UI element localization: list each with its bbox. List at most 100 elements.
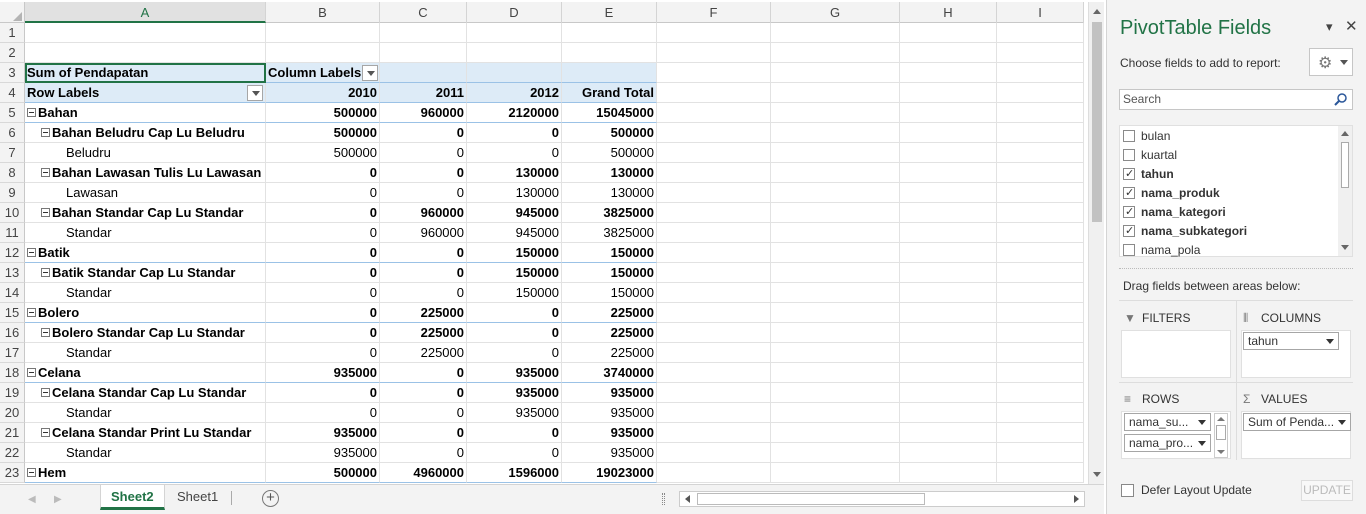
pivot-value-cell[interactable]: 0 — [467, 323, 562, 343]
cell[interactable] — [900, 223, 997, 243]
cell[interactable] — [771, 103, 900, 123]
row-header[interactable]: 13 — [0, 263, 25, 283]
pivot-value-cell[interactable]: 225000 — [562, 323, 657, 343]
pivot-value-cell[interactable]: 0 — [266, 223, 380, 243]
cell[interactable] — [657, 43, 771, 63]
cell[interactable] — [771, 123, 900, 143]
pivot-row-label[interactable]: Celana Standar Print Lu Standar — [25, 423, 266, 443]
filters-drop-area[interactable] — [1121, 330, 1231, 378]
row-labels-filter-dropdown-icon[interactable] — [247, 85, 263, 101]
row-header[interactable]: 15 — [0, 303, 25, 323]
pivot-value-cell[interactable]: 935000 — [266, 423, 380, 443]
pivot-value-cell[interactable]: 225000 — [380, 323, 467, 343]
cell[interactable] — [997, 143, 1084, 163]
row-header[interactable]: 22 — [0, 443, 25, 463]
pivot-row-label[interactable]: Celana — [25, 363, 266, 383]
cell[interactable] — [380, 23, 467, 43]
cell[interactable] — [997, 263, 1084, 283]
cell[interactable] — [771, 303, 900, 323]
pivot-value-cell[interactable]: 0 — [380, 143, 467, 163]
field-checkbox[interactable] — [1123, 244, 1135, 256]
cell[interactable] — [900, 203, 997, 223]
pivot-value-cell[interactable]: 935000 — [562, 443, 657, 463]
collapse-minus-icon[interactable] — [41, 128, 50, 138]
pivot-value-cell[interactable]: 0 — [266, 343, 380, 363]
pivot-value-cell[interactable] — [562, 63, 657, 83]
cell[interactable] — [900, 423, 997, 443]
pivot-row-label[interactable]: Bahan Lawasan Tulis Lu Lawasan — [25, 163, 266, 183]
pivot-value-cell[interactable]: 2012 — [467, 83, 562, 103]
row-header[interactable]: 7 — [0, 143, 25, 163]
column-header-b[interactable]: B — [266, 2, 380, 23]
cell[interactable] — [25, 23, 266, 43]
pivot-value-cell[interactable]: 0 — [266, 203, 380, 223]
cell[interactable] — [900, 103, 997, 123]
row-header[interactable]: 14 — [0, 283, 25, 303]
pivot-value-cell[interactable]: 4960000 — [380, 463, 467, 483]
cell[interactable] — [657, 283, 771, 303]
rows-area-scrollbar[interactable] — [1214, 413, 1228, 458]
pivot-row-label[interactable]: Hem — [25, 463, 266, 483]
field-checkbox[interactable] — [1123, 130, 1135, 142]
tools-gear-button[interactable]: ⚙ — [1309, 48, 1353, 76]
tab-sheet2[interactable]: Sheet2 — [100, 485, 165, 510]
cell[interactable] — [657, 63, 771, 83]
field-checkbox[interactable] — [1123, 149, 1135, 161]
pivot-row-label[interactable]: Standar — [25, 443, 266, 463]
field-checkbox[interactable] — [1123, 184, 1135, 203]
column-header-i[interactable]: I — [997, 2, 1084, 23]
cell[interactable] — [771, 203, 900, 223]
cell[interactable] — [900, 63, 997, 83]
row-header[interactable]: 17 — [0, 343, 25, 363]
cell[interactable] — [380, 43, 467, 63]
cell[interactable] — [900, 283, 997, 303]
tab-sheet1[interactable]: Sheet1 — [177, 489, 219, 504]
vertical-scrollbar[interactable] — [1088, 2, 1104, 484]
cell[interactable] — [900, 183, 997, 203]
cell[interactable] — [657, 403, 771, 423]
collapse-minus-icon[interactable] — [27, 368, 36, 378]
collapse-minus-icon[interactable] — [27, 308, 36, 318]
cell[interactable] — [900, 443, 997, 463]
cell[interactable] — [657, 383, 771, 403]
row-header[interactable]: 23 — [0, 463, 25, 483]
add-sheet-icon[interactable]: + — [262, 490, 279, 507]
pivot-row-label[interactable]: Standar — [25, 343, 266, 363]
pivot-value-cell[interactable]: 150000 — [467, 243, 562, 263]
cell[interactable] — [771, 423, 900, 443]
pivot-value-cell[interactable]: 935000 — [562, 423, 657, 443]
pivot-row-label[interactable]: Row Labels — [25, 83, 266, 103]
pivot-value-cell[interactable]: 0 — [266, 183, 380, 203]
rows-field-chip-1[interactable]: nama_su... — [1124, 413, 1211, 431]
cell[interactable] — [900, 363, 997, 383]
collapse-minus-icon[interactable] — [41, 208, 50, 218]
column-header-c[interactable]: C — [380, 2, 467, 23]
pivot-value-cell[interactable]: 0 — [467, 443, 562, 463]
pivot-value-cell[interactable]: 0 — [380, 363, 467, 383]
cell[interactable] — [266, 43, 380, 63]
pivot-value-cell[interactable]: 935000 — [266, 363, 380, 383]
pivot-row-label[interactable]: Bolero Standar Cap Lu Standar — [25, 323, 266, 343]
field-checkbox[interactable] — [1123, 165, 1135, 184]
pivot-value-cell[interactable]: 150000 — [562, 283, 657, 303]
pivot-value-cell[interactable]: 15045000 — [562, 103, 657, 123]
collapse-minus-icon[interactable] — [27, 108, 36, 118]
cell[interactable] — [900, 243, 997, 263]
pivot-value-cell[interactable]: 130000 — [467, 183, 562, 203]
pivot-value-cell[interactable]: 960000 — [380, 103, 467, 123]
cell[interactable] — [997, 383, 1084, 403]
pivot-value-cell[interactable]: 0 — [380, 123, 467, 143]
pivot-value-cell[interactable]: 225000 — [380, 343, 467, 363]
field-list-scroll-thumb[interactable] — [1341, 142, 1349, 188]
pivot-value-cell[interactable]: 0 — [380, 183, 467, 203]
scroll-right-arrow-icon[interactable] — [1069, 492, 1083, 506]
cell[interactable] — [900, 163, 997, 183]
row-header[interactable]: 4 — [0, 83, 25, 103]
cell[interactable] — [657, 203, 771, 223]
row-header[interactable]: 9 — [0, 183, 25, 203]
pivot-value-cell[interactable]: 225000 — [380, 303, 467, 323]
pivot-value-cell[interactable] — [467, 63, 562, 83]
cell[interactable] — [997, 223, 1084, 243]
row-header[interactable]: 8 — [0, 163, 25, 183]
pivot-row-label[interactable]: Standar — [25, 283, 266, 303]
